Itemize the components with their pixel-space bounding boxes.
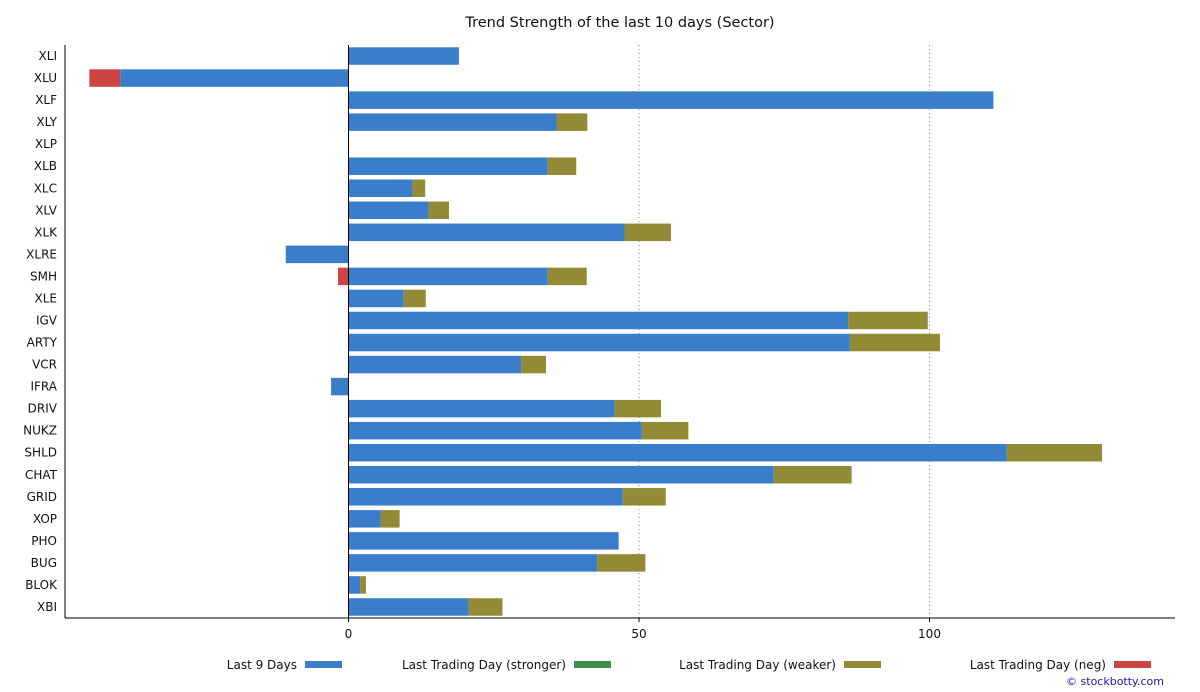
y-tick-label: BUG [31, 556, 57, 570]
y-tick-label: CHAT [25, 468, 58, 482]
legend-label: Last Trading Day (neg) [970, 658, 1106, 672]
bar-arty-series-0 [348, 333, 850, 352]
bar-bug-series-0 [348, 554, 598, 572]
credit-text[interactable]: © stockbotty.com [1066, 675, 1164, 688]
bar-smh-series-0 [348, 267, 548, 286]
y-tick-label: XLY [36, 115, 57, 129]
bars [89, 47, 1103, 616]
bar-xlf-series-0 [348, 91, 994, 109]
y-tick-label: XLV [35, 203, 58, 217]
y-tick-label: XLB [34, 159, 57, 173]
bar-xlc-series-2 [412, 179, 426, 197]
bar-xlc-series-0 [348, 179, 413, 197]
y-tick-label: XLRE [26, 247, 57, 261]
y-tick-label: XLK [34, 225, 58, 239]
bar-shld-series-2 [1006, 443, 1103, 462]
x-tick-label: 0 [345, 627, 353, 641]
bar-chat-series-2 [773, 466, 852, 484]
y-tick-label: XLE [35, 291, 58, 305]
bar-xbi-series-2 [468, 598, 503, 616]
legend-swatch [844, 661, 881, 668]
x-tick-labels: 0 50 100 [345, 618, 941, 641]
bar-driv-series-2 [614, 399, 662, 418]
y-tick-label: IFRA [30, 380, 57, 394]
bar-igv-series-2 [848, 311, 928, 330]
bar-xlu-series-0 [120, 69, 349, 87]
bar-smh-series-2 [547, 267, 587, 286]
y-tick-label: GRID [27, 490, 57, 504]
bar-xle-series-0 [348, 289, 404, 308]
bar-arty-series-2 [849, 333, 940, 352]
bar-vcr-series-2 [521, 355, 547, 374]
legend-label: Last Trading Day (weaker) [679, 658, 836, 672]
bar-xlk-series-0 [348, 223, 625, 242]
chart-title: Trend Strength of the last 10 days (Sect… [464, 15, 774, 31]
bar-xop-series-0 [348, 510, 381, 528]
x-tick-label: 50 [631, 627, 646, 641]
bar-vcr-series-0 [348, 355, 522, 374]
legend-label: Last Trading Day (stronger) [402, 658, 566, 672]
bar-blok-series-0 [348, 576, 361, 594]
y-tick-label: NUKZ [23, 424, 57, 438]
bar-xli-series-0 [348, 47, 459, 65]
legend: Last 9 Days Last Trading Day (stronger) La… [227, 658, 1151, 672]
legend-swatch [1114, 661, 1151, 668]
bar-chat-series-0 [348, 466, 774, 484]
bar-xop-series-2 [380, 510, 400, 528]
y-tick-label: XLC [34, 181, 57, 195]
bar-xlv-series-2 [428, 201, 450, 220]
y-tick-label: VCR [32, 358, 57, 372]
y-tick-label: PHO [31, 534, 57, 548]
y-tick-label: XLI [39, 49, 57, 63]
bar-blok-series-2 [360, 576, 366, 594]
bar-bug-series-2 [597, 554, 646, 572]
bar-xle-series-2 [403, 289, 426, 308]
bar-smh-series-3 [338, 267, 349, 286]
bar-xlb-series-2 [547, 157, 577, 175]
y-tick-label: ARTY [27, 336, 58, 350]
bar-pho-series-0 [348, 532, 619, 550]
bar-xlre-series-0 [285, 245, 349, 264]
bar-nukz-series-0 [348, 421, 642, 440]
bar-nukz-series-2 [641, 421, 689, 440]
bar-xly-series-2 [556, 113, 588, 131]
legend-swatch [574, 661, 611, 668]
bar-xlk-series-2 [624, 223, 671, 242]
y-tick-label: XOP [33, 512, 57, 526]
bar-xlu-series-3 [89, 69, 121, 87]
legend-swatch [305, 661, 342, 668]
bar-xly-series-0 [348, 113, 557, 131]
bar-igv-series-0 [348, 311, 849, 330]
y-tick-label: SHLD [24, 446, 57, 460]
x-tick-label: 100 [918, 627, 941, 641]
bar-xlv-series-0 [348, 201, 429, 220]
y-tick-label: XLP [35, 137, 57, 151]
bar-ifra-series-0 [331, 377, 349, 396]
y-tick-label: SMH [30, 269, 57, 283]
y-tick-label: DRIV [28, 402, 58, 416]
bar-shld-series-0 [348, 443, 1007, 462]
y-tick-label: IGV [36, 313, 58, 327]
bar-grid-series-0 [348, 488, 623, 506]
legend-label: Last 9 Days [227, 658, 297, 672]
y-tick-label: XBI [37, 600, 57, 614]
y-tick-label: BLOK [25, 578, 58, 592]
y-tick-label: XLF [35, 93, 57, 107]
bar-xbi-series-0 [348, 598, 469, 616]
axes [64, 45, 1175, 619]
bar-driv-series-0 [348, 399, 615, 418]
grid [638, 45, 930, 618]
bar-xlb-series-0 [348, 157, 548, 175]
y-tick-labels: XLI XLU XLF XLY XLP XLB XLC XLV XLK XLRE SMH XLE IGV… [23, 49, 58, 614]
y-tick-label: XLU [34, 71, 57, 85]
bar-grid-series-2 [622, 488, 666, 506]
